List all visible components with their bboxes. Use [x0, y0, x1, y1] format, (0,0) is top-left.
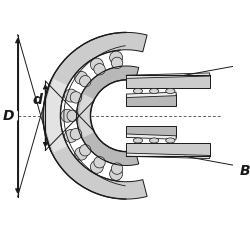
Polygon shape — [43, 32, 147, 199]
Circle shape — [110, 51, 122, 64]
Polygon shape — [126, 73, 210, 78]
Bar — [126, 94, 176, 106]
Ellipse shape — [166, 138, 175, 143]
Ellipse shape — [133, 88, 142, 94]
Circle shape — [90, 58, 103, 71]
Polygon shape — [79, 94, 94, 137]
Circle shape — [64, 89, 78, 102]
Bar — [126, 126, 176, 138]
Circle shape — [111, 57, 123, 68]
Bar — [126, 143, 210, 156]
Circle shape — [111, 163, 123, 174]
Polygon shape — [76, 66, 139, 166]
Text: d: d — [32, 92, 42, 106]
Text: D: D — [2, 109, 14, 123]
Circle shape — [110, 168, 122, 180]
Circle shape — [70, 92, 82, 103]
Circle shape — [80, 144, 91, 156]
Ellipse shape — [133, 138, 142, 143]
Circle shape — [67, 110, 78, 122]
Polygon shape — [126, 153, 210, 158]
Circle shape — [94, 156, 105, 168]
Ellipse shape — [166, 88, 175, 94]
Ellipse shape — [150, 88, 159, 94]
Circle shape — [75, 147, 88, 160]
Circle shape — [64, 130, 78, 142]
Ellipse shape — [150, 138, 159, 143]
Circle shape — [70, 128, 82, 140]
Circle shape — [80, 76, 91, 87]
Circle shape — [94, 64, 105, 75]
Circle shape — [90, 160, 103, 173]
Bar — [126, 75, 210, 88]
Text: B: B — [240, 164, 250, 178]
Polygon shape — [45, 79, 66, 152]
Circle shape — [75, 71, 88, 84]
Polygon shape — [126, 134, 176, 139]
Circle shape — [61, 109, 74, 122]
Polygon shape — [126, 92, 176, 98]
